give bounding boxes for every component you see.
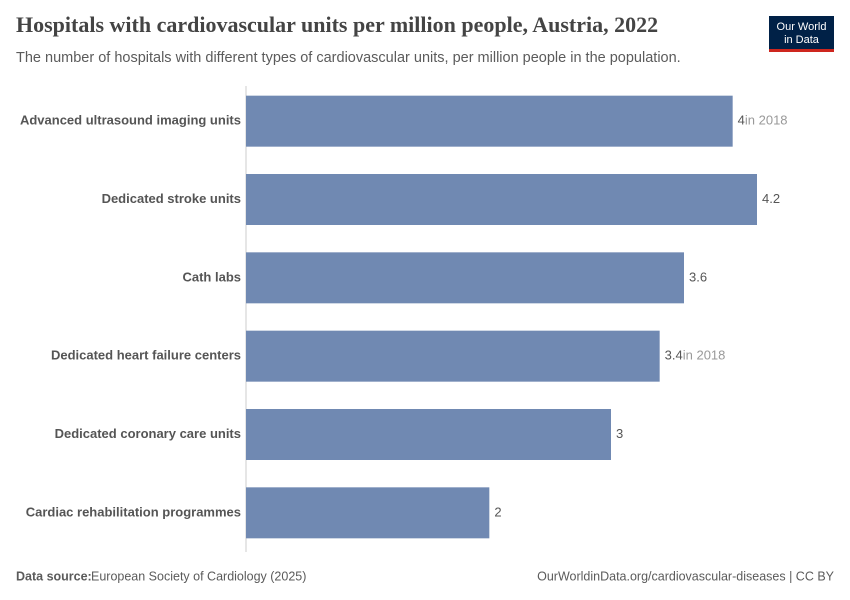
bar	[246, 330, 660, 382]
footer-url[interactable]: OurWorldinData.org/cardiovascular-diseas…	[537, 569, 835, 583]
category-label: Dedicated stroke units	[102, 191, 241, 206]
value-label: 3.4	[665, 348, 683, 363]
bar	[246, 409, 611, 460]
value-label: 4	[738, 113, 745, 128]
bar	[246, 252, 684, 304]
category-label: Cardiac rehabilitation programmes	[26, 504, 241, 519]
logo-box[interactable]	[769, 16, 834, 51]
category-label: Dedicated coronary care units	[55, 426, 241, 441]
chart-subtitle: The number of hospitals with different t…	[16, 50, 681, 66]
value-label: 4.2	[762, 191, 780, 206]
value-label: 2	[494, 504, 501, 519]
bar	[246, 487, 490, 539]
value-note: in 2018	[683, 348, 726, 363]
bar	[246, 95, 733, 147]
category-label: Dedicated heart failure centers	[51, 348, 241, 363]
value-note: in 2018	[745, 113, 788, 128]
value-label: 3	[616, 426, 623, 441]
chart-title: Hospitals with cardiovascular units per …	[16, 12, 658, 37]
value-label: 3.6	[689, 269, 707, 284]
source-label: Data source:	[16, 569, 92, 583]
category-label: Advanced ultrasound imaging units	[20, 113, 241, 128]
logo-text: Our World	[777, 21, 827, 33]
logo-stripe	[769, 49, 834, 52]
category-label: Cath labs	[182, 269, 241, 284]
logo-text: in Data	[784, 34, 820, 46]
bar	[246, 174, 757, 225]
source: European Society of Cardiology (2025)	[91, 569, 306, 583]
